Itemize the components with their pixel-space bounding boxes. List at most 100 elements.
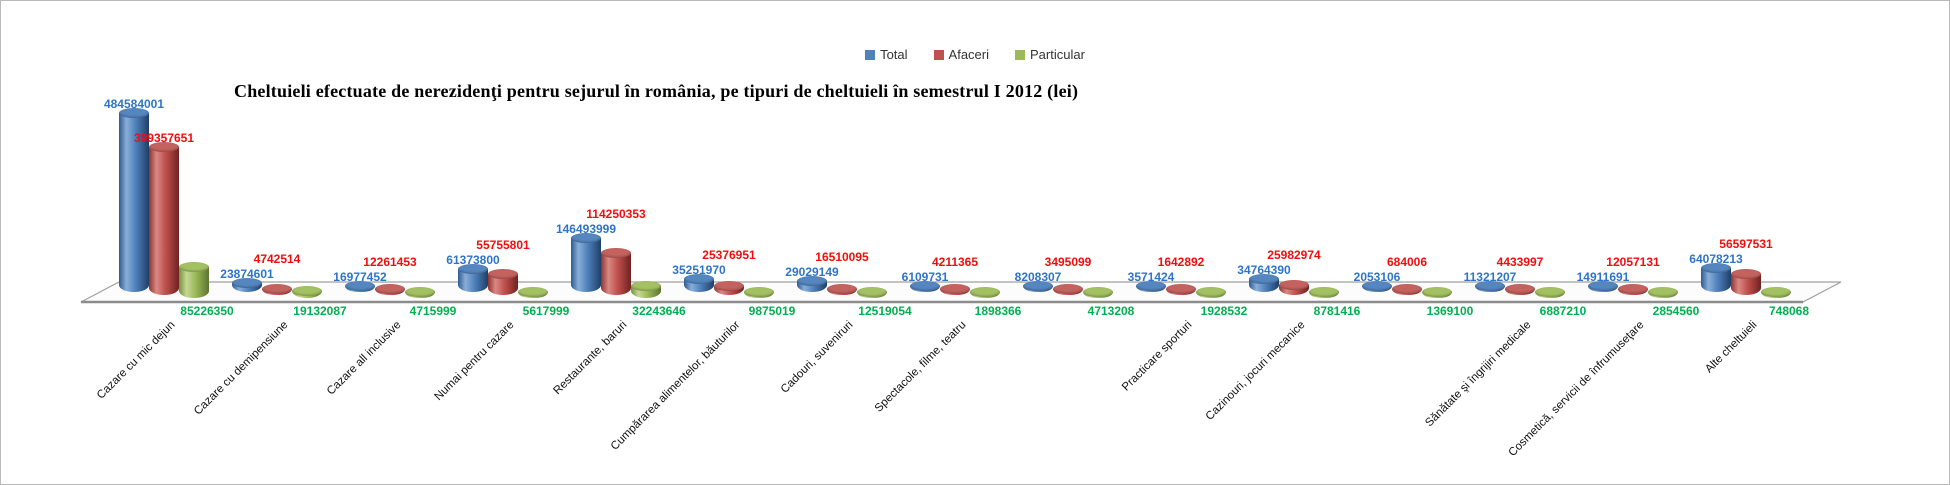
bar-top-cap [458,264,488,275]
bar-total[interactable] [1588,281,1618,292]
bar-total[interactable] [1362,281,1392,292]
bar-particular[interactable] [1083,287,1113,298]
bar-particular[interactable] [1309,287,1339,298]
bar-particular[interactable] [179,261,209,298]
bar-particular[interactable] [744,287,774,298]
value-label-particular: 1928532 [1200,304,1248,318]
legend-swatch [865,49,876,60]
bar-afaceri[interactable] [1505,284,1535,295]
legend-swatch [933,49,944,60]
bar-particular[interactable] [857,287,887,298]
bar-total[interactable] [458,264,488,292]
value-label-total: 35251970 [672,262,726,277]
bar-top-cap [857,287,887,297]
value-label-particular: 5617999 [522,304,570,318]
bar-total[interactable] [684,273,714,292]
bar-top-cap [1196,287,1226,297]
bar-particular[interactable] [292,285,322,298]
bar-afaceri[interactable] [375,284,405,295]
value-label-particular: 4713208 [1087,304,1135,318]
bar-top-cap [1648,287,1678,297]
bar-total[interactable] [1136,281,1166,292]
bar-top-cap [262,284,292,294]
bar-afaceri[interactable] [714,280,744,295]
value-label-total: 23874601 [220,267,274,282]
bar-top-cap [292,285,322,296]
bar-afaceri[interactable] [488,269,518,295]
bar-top-cap [1023,281,1053,291]
bar-top-cap [684,273,714,284]
legend-item-particular[interactable]: Particular [1015,47,1085,62]
bar-afaceri[interactable] [1053,284,1083,295]
value-label-particular: 32243646 [632,304,686,318]
value-label-particular: 8781416 [1313,304,1361,318]
value-label-total: 64078213 [1689,252,1743,267]
bar-top-cap [1475,281,1505,291]
legend-item-afaceri[interactable]: Afaceri [933,47,989,62]
value-label-afaceri: 4742514 [253,252,301,267]
bar-particular[interactable] [970,287,1000,298]
bar-total[interactable] [1023,281,1053,292]
value-label-afaceri: 1642892 [1157,255,1205,269]
bar-top-cap [1422,287,1452,297]
bar-particular[interactable] [1422,287,1452,298]
bar-top-cap [744,287,774,297]
bar-total[interactable] [1701,263,1731,292]
bar-total[interactable] [1475,281,1505,292]
bar-afaceri[interactable] [940,284,970,295]
bar-particular[interactable] [518,287,548,298]
bar-top-cap [1053,284,1083,294]
bar-top-cap [1309,287,1339,297]
value-label-total: 6109731 [901,270,949,284]
value-label-total: 34764390 [1237,263,1291,278]
bar-top-cap [1362,281,1392,291]
value-label-afaceri: 12261453 [363,254,417,269]
bar-particular[interactable] [1761,287,1791,298]
bar-total[interactable] [1249,274,1279,292]
bar-total[interactable] [797,276,827,292]
legend-item-total[interactable]: Total [865,47,908,62]
value-label-total: 61373800 [446,253,500,268]
bar-particular[interactable] [1648,287,1678,298]
bar-afaceri[interactable] [1279,280,1309,295]
bar-top-cap [827,283,857,294]
bar-afaceri[interactable] [262,284,292,295]
bar-total[interactable] [571,232,601,292]
bar-top-cap [375,284,405,294]
legend-swatch [1015,49,1025,60]
bar-top-cap [1279,280,1309,291]
value-label-total: 11321207 [1463,270,1517,284]
value-label-total: 16977452 [333,269,387,284]
bar-afaceri[interactable] [601,247,631,295]
bar-total[interactable] [345,280,375,292]
bar-top-cap [631,281,661,292]
bar-afaceri[interactable] [1166,284,1196,295]
value-label-particular: 6887210 [1539,304,1587,318]
bar-total[interactable] [232,278,262,292]
bar-top-cap [1535,287,1565,297]
value-label-particular: 1898366 [974,304,1022,318]
value-label-afaceri: 4211365 [931,255,979,269]
bar-afaceri[interactable] [1731,269,1761,295]
bar-afaceri[interactable] [1392,284,1422,295]
bar-afaceri[interactable] [1618,284,1648,295]
bar-afaceri[interactable] [827,283,857,295]
value-label-total: 29029149 [785,265,839,280]
value-label-total: 3571424 [1127,270,1175,284]
bar-afaceri[interactable] [149,142,179,295]
value-label-total: 14911691 [1576,270,1630,284]
legend-label: Afaceri [948,47,989,62]
bar-top-cap [1083,287,1113,297]
bar-particular[interactable] [405,287,435,298]
value-label-afaceri: 16510095 [815,250,869,265]
value-label-afaceri: 25376951 [702,247,756,262]
bar-total[interactable] [910,281,940,292]
bar-particular[interactable] [1535,287,1565,298]
bar-particular[interactable] [1196,287,1226,298]
value-label-total: 146493999 [555,221,617,236]
bar-total[interactable] [119,108,149,292]
bar-particular[interactable] [631,281,661,298]
bar-top-cap [179,261,209,272]
bar-top-cap [149,142,179,153]
